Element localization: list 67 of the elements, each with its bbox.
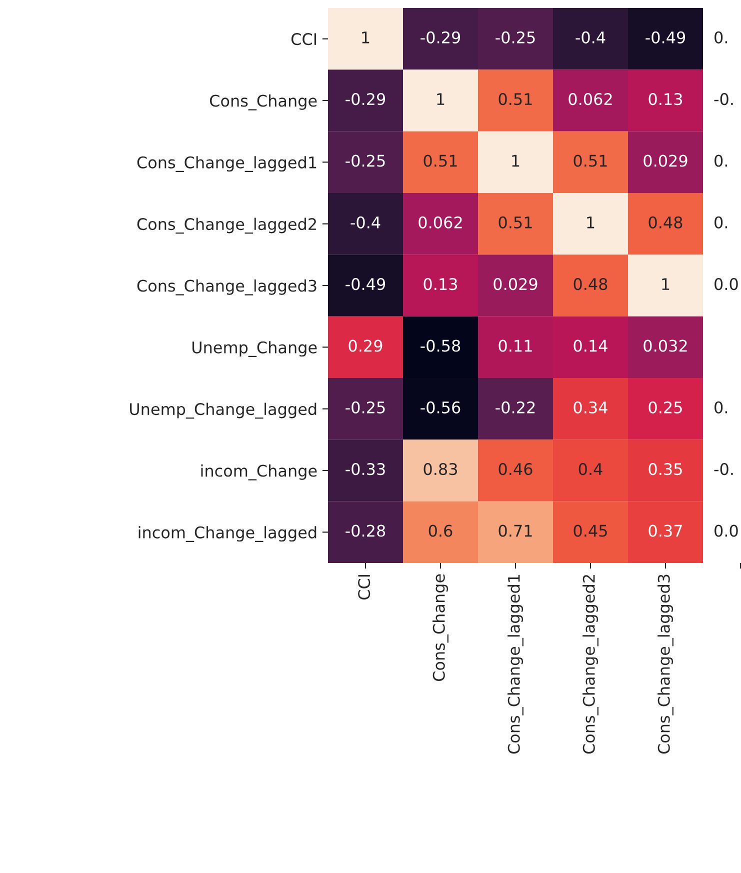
data-label: -0.56 xyxy=(420,401,460,414)
data-label: -0.29 xyxy=(420,31,460,44)
data-label: -0.25 xyxy=(346,154,385,167)
data-label: 1 xyxy=(437,93,444,105)
data-label: 0.13 xyxy=(424,278,457,290)
x-tick-label: Cons_Change_lagged2 xyxy=(582,575,598,754)
data-label: 0.062 xyxy=(418,216,462,228)
data-label: 0.83 xyxy=(424,463,457,476)
text: -0. xyxy=(714,93,733,106)
data-label: -0.28 xyxy=(346,524,386,537)
data-label: 0.14 xyxy=(574,340,608,352)
data-label: -0.49 xyxy=(346,278,386,290)
data-label: 0.51 xyxy=(424,154,457,167)
text: 0. xyxy=(714,31,728,44)
data-label: -0.4 xyxy=(576,31,606,44)
data-label: 0.35 xyxy=(648,463,682,476)
x-tick-label: Cons_Change_lagged1 xyxy=(508,574,524,754)
data-label: 1 xyxy=(512,154,520,167)
data-label: 0.45 xyxy=(574,524,607,537)
data-label: 1 xyxy=(662,278,670,290)
data-label: 0.46 xyxy=(498,463,532,476)
data-label: 0.11 xyxy=(498,340,532,352)
y-tick-label: Cons_Change_lagged3 xyxy=(137,279,316,296)
data-label: -0.25 xyxy=(346,401,385,414)
data-label: 1 xyxy=(362,32,370,44)
data-label: 0.51 xyxy=(498,216,532,228)
y-tick-label: Unemp_Change_lagged xyxy=(130,402,316,419)
x-tick-label: Cons_Change xyxy=(432,574,448,682)
data-label: 0.062 xyxy=(568,93,612,106)
data-label: 0.51 xyxy=(498,93,532,106)
data-label: 0.51 xyxy=(574,154,607,167)
data-label: 0.6 xyxy=(428,524,452,537)
data-label: -0.33 xyxy=(346,463,385,476)
y-tick-label: Unemp_Change xyxy=(192,341,317,357)
data-label: 0.29 xyxy=(348,340,382,352)
data-label: -0.22 xyxy=(496,401,535,414)
data-label: 0.37 xyxy=(648,524,682,537)
text: -0. xyxy=(714,463,733,476)
data-label: 0.13 xyxy=(648,93,682,106)
y-tick-label: Cons_Change xyxy=(210,94,317,110)
data-label: 0.4 xyxy=(578,463,602,476)
data-label: -0.4 xyxy=(350,216,380,228)
data-label: 0.029 xyxy=(494,278,538,290)
y-tick-label: CCI xyxy=(291,33,316,46)
y-tick-label: incom_Change xyxy=(201,464,317,480)
y-tick-label: Cons_Change_lagged1 xyxy=(137,156,316,172)
text: 0. xyxy=(714,401,728,414)
data-label: -0.49 xyxy=(646,31,686,44)
text: 0.0 xyxy=(714,524,738,537)
data-label: -0.29 xyxy=(346,93,386,106)
text: 0. xyxy=(714,216,728,228)
data-label: 0.032 xyxy=(644,340,687,352)
data-label: 0.34 xyxy=(574,401,608,414)
data-label: 0.029 xyxy=(644,154,688,167)
data-label: 0.48 xyxy=(574,278,608,290)
data-label: -0.25 xyxy=(496,31,535,44)
x-tick-label: CCI xyxy=(358,574,370,600)
y-tick-label: incom_Change_lagged xyxy=(138,526,316,542)
text: 0.0 xyxy=(714,278,738,290)
data-label: 1 xyxy=(587,216,594,228)
data-label: -0.58 xyxy=(420,340,460,352)
text: 0. xyxy=(714,154,728,167)
data-label: 0.48 xyxy=(648,216,682,228)
y-tick-label: Cons_Change_lagged2 xyxy=(137,218,316,234)
data-label: 0.71 xyxy=(498,524,532,537)
data-label: 0.25 xyxy=(648,401,682,414)
x-tick-label: Cons_Change_lagged3 xyxy=(658,574,674,754)
